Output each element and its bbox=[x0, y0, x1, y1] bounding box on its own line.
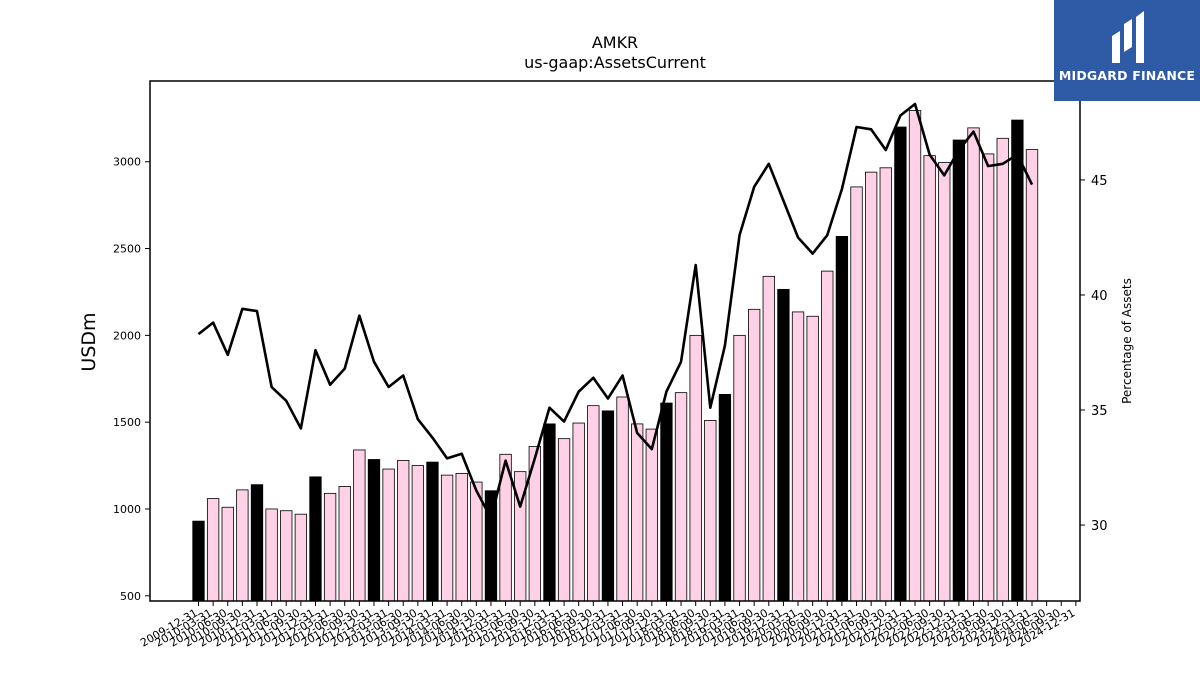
bar bbox=[762, 275, 775, 602]
bar bbox=[367, 459, 381, 602]
y2-tick-label: 40 bbox=[1091, 289, 1108, 304]
brand-logo: MIDGARD FINANCE bbox=[1054, 0, 1200, 101]
bar bbox=[616, 396, 629, 602]
bar bbox=[718, 393, 732, 602]
bar bbox=[221, 506, 234, 602]
bar bbox=[265, 508, 278, 602]
bar bbox=[894, 126, 907, 602]
bar bbox=[455, 472, 468, 602]
y-tick-label: 1500 bbox=[113, 416, 141, 429]
bar bbox=[791, 311, 805, 602]
bar bbox=[557, 438, 571, 602]
bar bbox=[338, 486, 351, 602]
bar bbox=[938, 162, 951, 602]
bar bbox=[294, 513, 308, 602]
y2-axis-label: Percentage of Assets bbox=[1120, 278, 1134, 404]
y-tick-label: 2500 bbox=[113, 243, 141, 256]
bar bbox=[821, 270, 834, 602]
bar bbox=[674, 392, 688, 602]
y-tick-label: 3000 bbox=[113, 156, 141, 169]
y2-tick-label: 30 bbox=[1091, 519, 1108, 534]
bar bbox=[733, 334, 746, 602]
chart-title: AMKR bbox=[591, 33, 639, 52]
logo-mark-icon bbox=[1112, 11, 1144, 63]
bar bbox=[353, 449, 366, 602]
bar bbox=[952, 139, 966, 602]
bar bbox=[879, 167, 892, 602]
bar bbox=[192, 520, 205, 602]
bar bbox=[572, 422, 585, 602]
bar bbox=[382, 468, 395, 602]
bar bbox=[323, 492, 337, 602]
bar bbox=[250, 484, 264, 602]
bar bbox=[631, 423, 644, 602]
bar bbox=[601, 410, 615, 602]
bar bbox=[543, 423, 556, 602]
bar bbox=[280, 510, 293, 602]
bar bbox=[865, 171, 878, 602]
bar bbox=[908, 110, 922, 602]
bar bbox=[806, 315, 819, 602]
bar bbox=[587, 405, 600, 602]
bar bbox=[411, 465, 424, 602]
bar bbox=[981, 153, 995, 602]
percentage-line bbox=[197, 102, 1034, 520]
bar bbox=[835, 235, 849, 602]
bar bbox=[1011, 119, 1024, 602]
y2-tick-label: 45 bbox=[1091, 174, 1108, 189]
bar bbox=[660, 402, 673, 602]
bar bbox=[236, 489, 249, 602]
bar bbox=[704, 420, 717, 602]
y-axis-label: USDm bbox=[78, 312, 100, 371]
bar bbox=[1025, 149, 1039, 602]
y2-tick-label: 35 bbox=[1091, 404, 1108, 419]
bar bbox=[309, 476, 322, 602]
bar bbox=[689, 334, 702, 602]
bar bbox=[397, 459, 410, 602]
y-tick-label: 2000 bbox=[113, 329, 141, 342]
bar bbox=[426, 461, 439, 602]
bar bbox=[777, 288, 790, 602]
bar bbox=[206, 498, 220, 602]
logo-text: MIDGARD FINANCE bbox=[1058, 68, 1196, 83]
chart-subtitle: us-gaap:AssetsCurrent bbox=[524, 53, 706, 72]
plot-frame bbox=[149, 80, 1081, 602]
y-tick-label: 1000 bbox=[113, 503, 141, 516]
bar bbox=[923, 155, 936, 602]
bar bbox=[645, 428, 658, 602]
y-tick-label: 500 bbox=[120, 590, 141, 603]
bar bbox=[748, 308, 761, 602]
bar bbox=[440, 474, 454, 602]
bar bbox=[996, 137, 1009, 602]
bar bbox=[967, 127, 980, 602]
bar bbox=[850, 186, 863, 602]
